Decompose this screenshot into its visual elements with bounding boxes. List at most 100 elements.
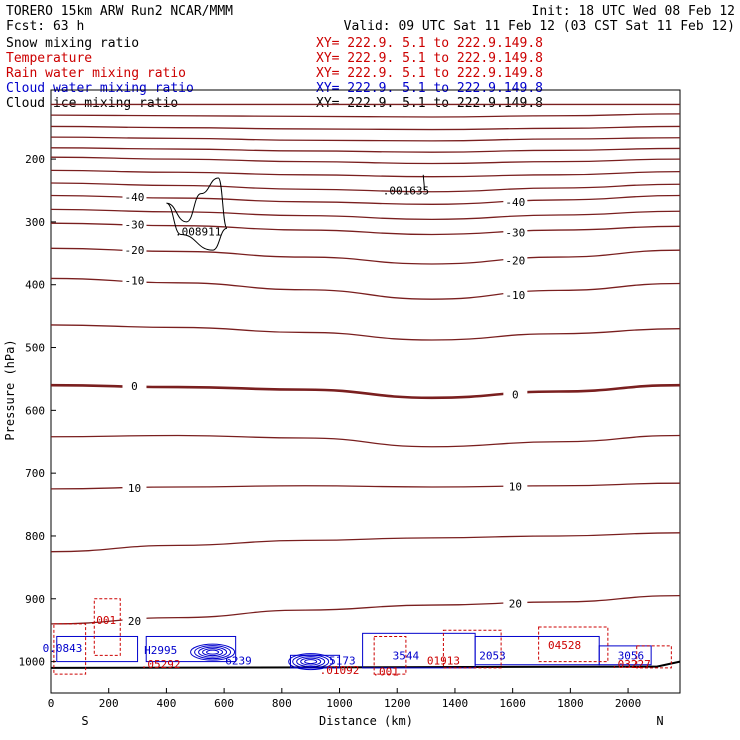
- isotherm-label-bg: [503, 253, 528, 266]
- x-tick-label: 2000: [615, 697, 642, 710]
- isotherm-line: [50, 182, 681, 193]
- isotherm-label: 20: [509, 597, 522, 610]
- y-tick-label: 700: [25, 467, 45, 480]
- axes: 0 200 400 600 800 1000 1200 1400 1600 1800 2000200…: [19, 153, 642, 710]
- rain-water-contour: [53, 623, 87, 675]
- cloud-water-contour: [145, 635, 237, 663]
- max-marker-label: .01092: [320, 664, 360, 677]
- y-tick-label: 800: [25, 530, 45, 543]
- rain-water-contour: [373, 635, 407, 675]
- isotherm-label-bg: [503, 387, 528, 400]
- y-tick-label: 900: [25, 593, 45, 606]
- snow-contour: [166, 177, 228, 251]
- legend: Snow mixing ratio XY= 222.9. 5.1 to 222.…: [6, 36, 543, 111]
- cloud-water-contour: [198, 646, 228, 658]
- surface-line: [50, 660, 681, 669]
- isotherm-label-bg: [503, 596, 528, 609]
- max-markers: .008911 .001635 0.0843 H2995 6239 5173 3544 205…: [43, 184, 651, 678]
- max-marker-label: .05292: [141, 658, 181, 671]
- isotherm-label: 0: [512, 389, 519, 402]
- isotherm-label-bg: [122, 273, 147, 286]
- cloud-water-contour: [304, 659, 318, 665]
- y-tick-label: 1000: [19, 656, 46, 669]
- snow-contour: [422, 174, 426, 191]
- isotherm-label-bg: [122, 189, 147, 202]
- isotherm-line: [50, 532, 681, 553]
- isotherm-line: [50, 194, 681, 205]
- y-tick-label: 400: [25, 279, 45, 292]
- y-tick-label: 200: [25, 153, 45, 166]
- isotherm-label: -30: [505, 226, 525, 239]
- max-marker-label: 01913: [427, 655, 460, 668]
- isotherm-line: [50, 482, 681, 490]
- isotherm-line: [50, 147, 681, 153]
- legend-xy-temperature: XY= 222.9. 5.1 to 222.9.149.8: [316, 51, 543, 66]
- isotherm-label: 20: [128, 615, 141, 628]
- isotherm-line: [50, 169, 681, 178]
- isotherm-line: [50, 136, 681, 142]
- isotherm-line: [50, 156, 681, 165]
- legend-label-cloud-ice: Cloud ice mixing ratio: [6, 96, 178, 111]
- mixing-ratio-contours: [50, 174, 681, 675]
- cloud-water-contour: [206, 649, 220, 655]
- x-tick-label: 1400: [442, 697, 469, 710]
- legend-xy-snow: XY= 222.9. 5.1 to 222.9.149.8: [316, 36, 543, 51]
- isotherm-label: -40: [125, 191, 145, 204]
- y-tick-label: 600: [25, 404, 45, 417]
- isotherm-label-bg: [503, 287, 528, 300]
- isotherm-line: [50, 383, 681, 400]
- x-tick-label: 1200: [384, 697, 411, 710]
- x-tick-label: 0: [48, 697, 55, 710]
- max-marker-label: H2995: [144, 644, 177, 657]
- isotherm-line: [50, 125, 681, 131]
- isotherm-line: [50, 222, 681, 236]
- max-marker-label: 3056: [618, 650, 645, 663]
- rain-water-contour: [636, 645, 672, 669]
- y-tick-label: 300: [25, 216, 45, 229]
- rain-water-contour: [538, 626, 609, 663]
- legend-xy-cloud-ice: XY= 222.9. 5.1 to 222.9.149.8: [316, 96, 543, 111]
- max-marker-label: 2053: [479, 650, 506, 663]
- cloud-water-contour: [56, 635, 139, 663]
- cloud-water-contour: [190, 643, 236, 661]
- max-marker-label: 5173: [329, 655, 356, 668]
- legend-xy-rain: XY= 222.9. 5.1 to 222.9.149.8: [316, 66, 543, 81]
- isotherm-line: [50, 208, 681, 221]
- x-tick-label: 400: [156, 697, 176, 710]
- isotherm-label-bg: [122, 613, 147, 626]
- max-marker-label: .001: [90, 614, 117, 627]
- plot-frame: [50, 89, 681, 694]
- max-marker-label: 0.0843: [43, 642, 83, 655]
- header-valid: Valid: 09 UTC Sat 11 Feb 12 (03 CST Sat …: [344, 19, 735, 34]
- header-model: TORERO 15km ARW Run2 NCAR/MMM: [6, 4, 233, 19]
- x-tick-label: 600: [214, 697, 234, 710]
- x-tick-label: 1600: [499, 697, 526, 710]
- x-tick-label: 800: [272, 697, 292, 710]
- legend-label-rain: Rain water mixing ratio: [6, 66, 186, 81]
- cloud-water-contour: [296, 656, 326, 668]
- y-tick-label: 500: [25, 342, 45, 355]
- isotherm-label: -20: [505, 255, 525, 268]
- x-axis-label: Distance (km): [319, 714, 413, 728]
- isotherm-label-bg: [122, 480, 147, 493]
- isotherm-label: -30: [125, 218, 145, 231]
- isotherm-line: [50, 113, 681, 118]
- cloud-water-contour: [300, 657, 322, 666]
- isotherm-label-bg: [503, 195, 528, 208]
- end-label-north: N: [656, 714, 663, 728]
- temperature-isotherms: -40 -40 -30 -30 -20 -20 -10 -10 0 0 10 10 20 20: [50, 103, 681, 628]
- isotherm-label: -10: [505, 289, 525, 302]
- isotherm-label: 10: [128, 482, 141, 495]
- max-marker-label: .008911: [175, 226, 221, 239]
- isotherm-label-bg: [122, 379, 147, 392]
- header-fcst: Fcst: 63 h: [6, 19, 84, 34]
- isotherm-label-bg: [122, 242, 147, 255]
- cloud-water-contour: [194, 645, 232, 660]
- cloud-water-contour: [292, 654, 330, 669]
- isotherm-label: -40: [505, 196, 525, 209]
- legend-label-cloud-water: Cloud water mixing ratio: [6, 81, 194, 96]
- cloud-water-contour: [598, 645, 652, 666]
- x-tick-label: 1000: [326, 697, 353, 710]
- cloud-water-contour: [288, 653, 334, 671]
